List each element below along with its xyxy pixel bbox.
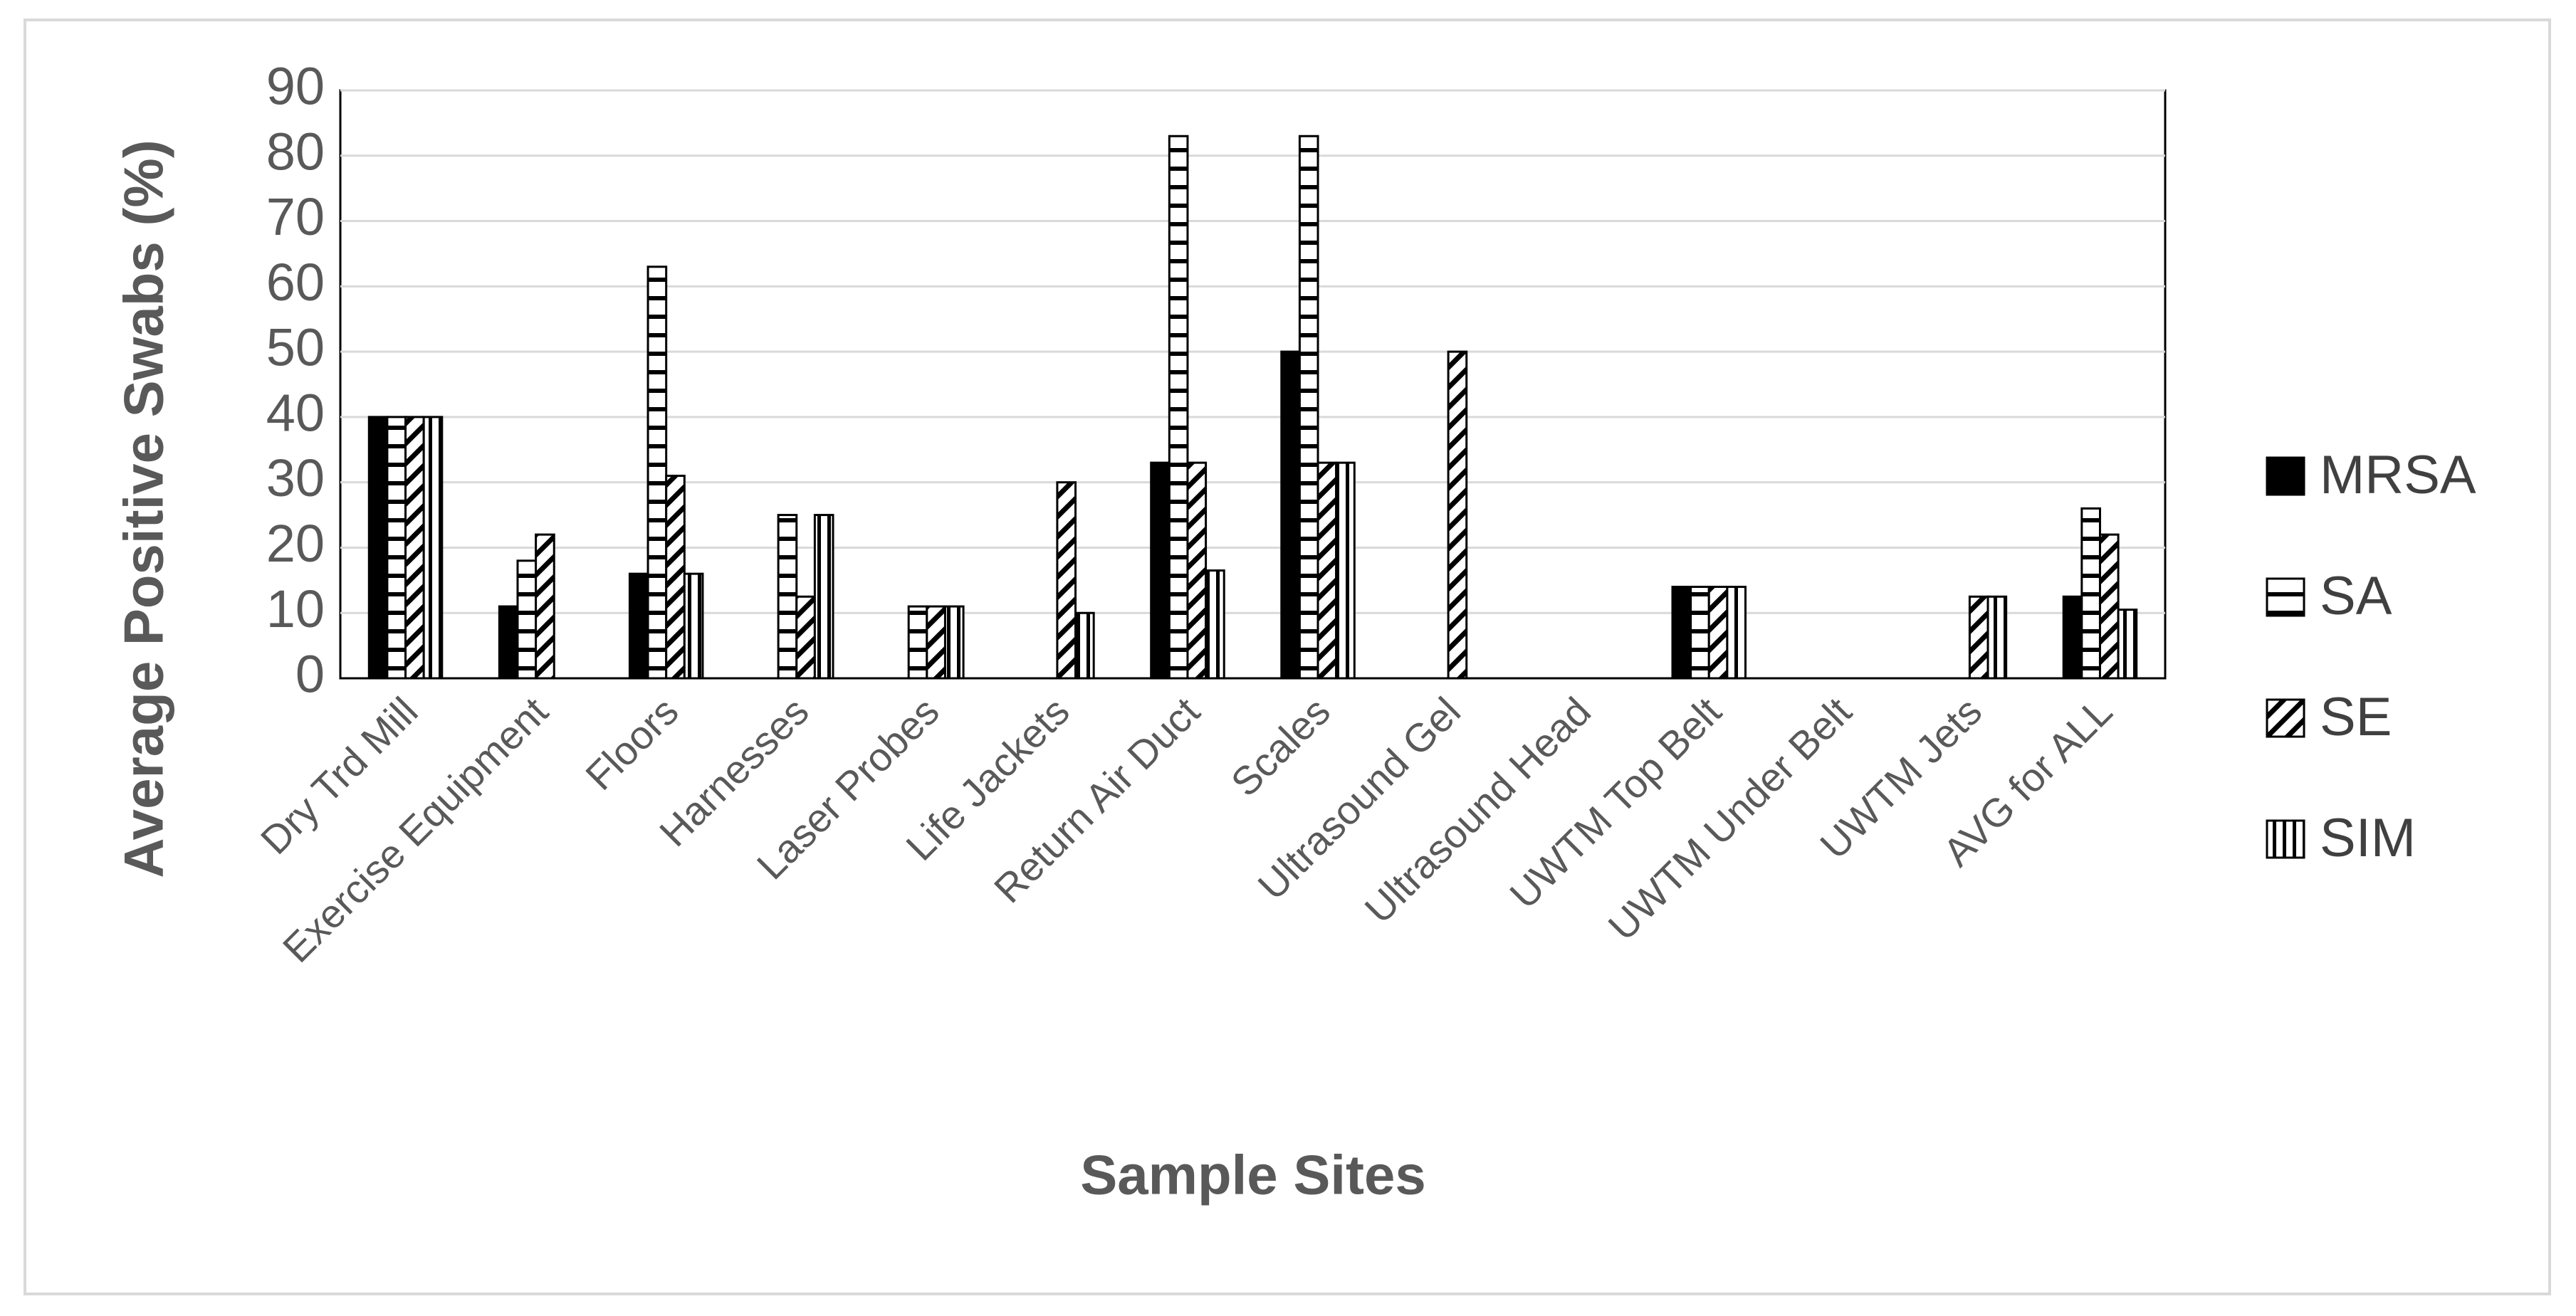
- bar: [1707, 586, 1729, 680]
- bar: [683, 572, 704, 680]
- legend-label: MRSA: [2320, 445, 2476, 505]
- y-tick-label: 80: [266, 122, 325, 181]
- y-tick-label: 50: [266, 318, 325, 377]
- plot-area: [339, 89, 2167, 680]
- y-tick-label: 0: [295, 645, 325, 704]
- legend-swatch: [2266, 819, 2305, 859]
- y-tick-label: 30: [266, 448, 325, 507]
- bar: [795, 595, 816, 680]
- bar: [646, 265, 668, 680]
- bar: [926, 605, 946, 680]
- bar: [1968, 595, 1989, 680]
- bar: [907, 605, 928, 680]
- bar: [1168, 135, 1189, 680]
- legend-label: SE: [2320, 687, 2392, 747]
- y-tick-label: 90: [266, 57, 325, 116]
- bar: [1335, 461, 1356, 680]
- bar: [2117, 609, 2138, 680]
- bar: [1690, 586, 1710, 680]
- bar: [404, 416, 425, 680]
- bar: [2080, 507, 2101, 680]
- bar: [516, 559, 538, 680]
- bar: [2062, 595, 2083, 680]
- bar: [628, 572, 649, 680]
- bar: [1986, 595, 2008, 680]
- legend-label: SA: [2320, 566, 2392, 626]
- bar: [1074, 611, 1095, 680]
- bar: [1298, 135, 1319, 680]
- bar: [535, 533, 555, 680]
- bar: [498, 605, 519, 680]
- y-tick-label: 60: [266, 253, 325, 312]
- bar: [1186, 461, 1208, 680]
- bar: [2098, 533, 2120, 680]
- bar: [1671, 586, 1692, 680]
- y-tick-label: 10: [266, 579, 325, 638]
- bar: [1205, 569, 1225, 680]
- y-axis-title: Average Positive Swabs (%): [112, 140, 175, 878]
- bar: [1056, 481, 1077, 680]
- bar: [777, 514, 798, 680]
- x-axis-title: Sample Sites: [1080, 1144, 1426, 1206]
- bar: [943, 605, 965, 680]
- bar: [1280, 350, 1301, 680]
- legend-swatch: [2266, 456, 2305, 496]
- y-tick-label: 20: [266, 514, 325, 573]
- bar: [422, 416, 444, 680]
- bar: [1726, 586, 1747, 680]
- y-tick-label: 40: [266, 383, 325, 442]
- bar: [1316, 461, 1338, 680]
- bar: [1447, 350, 1468, 680]
- bar: [1150, 461, 1171, 680]
- bar: [813, 514, 834, 680]
- legend-swatch: [2266, 698, 2305, 738]
- y-tick-label: 70: [266, 187, 325, 246]
- legend-swatch: [2266, 577, 2305, 617]
- legend-label: SIM: [2320, 808, 2416, 868]
- bar: [386, 416, 407, 680]
- bar: [367, 416, 389, 680]
- bar: [665, 474, 686, 680]
